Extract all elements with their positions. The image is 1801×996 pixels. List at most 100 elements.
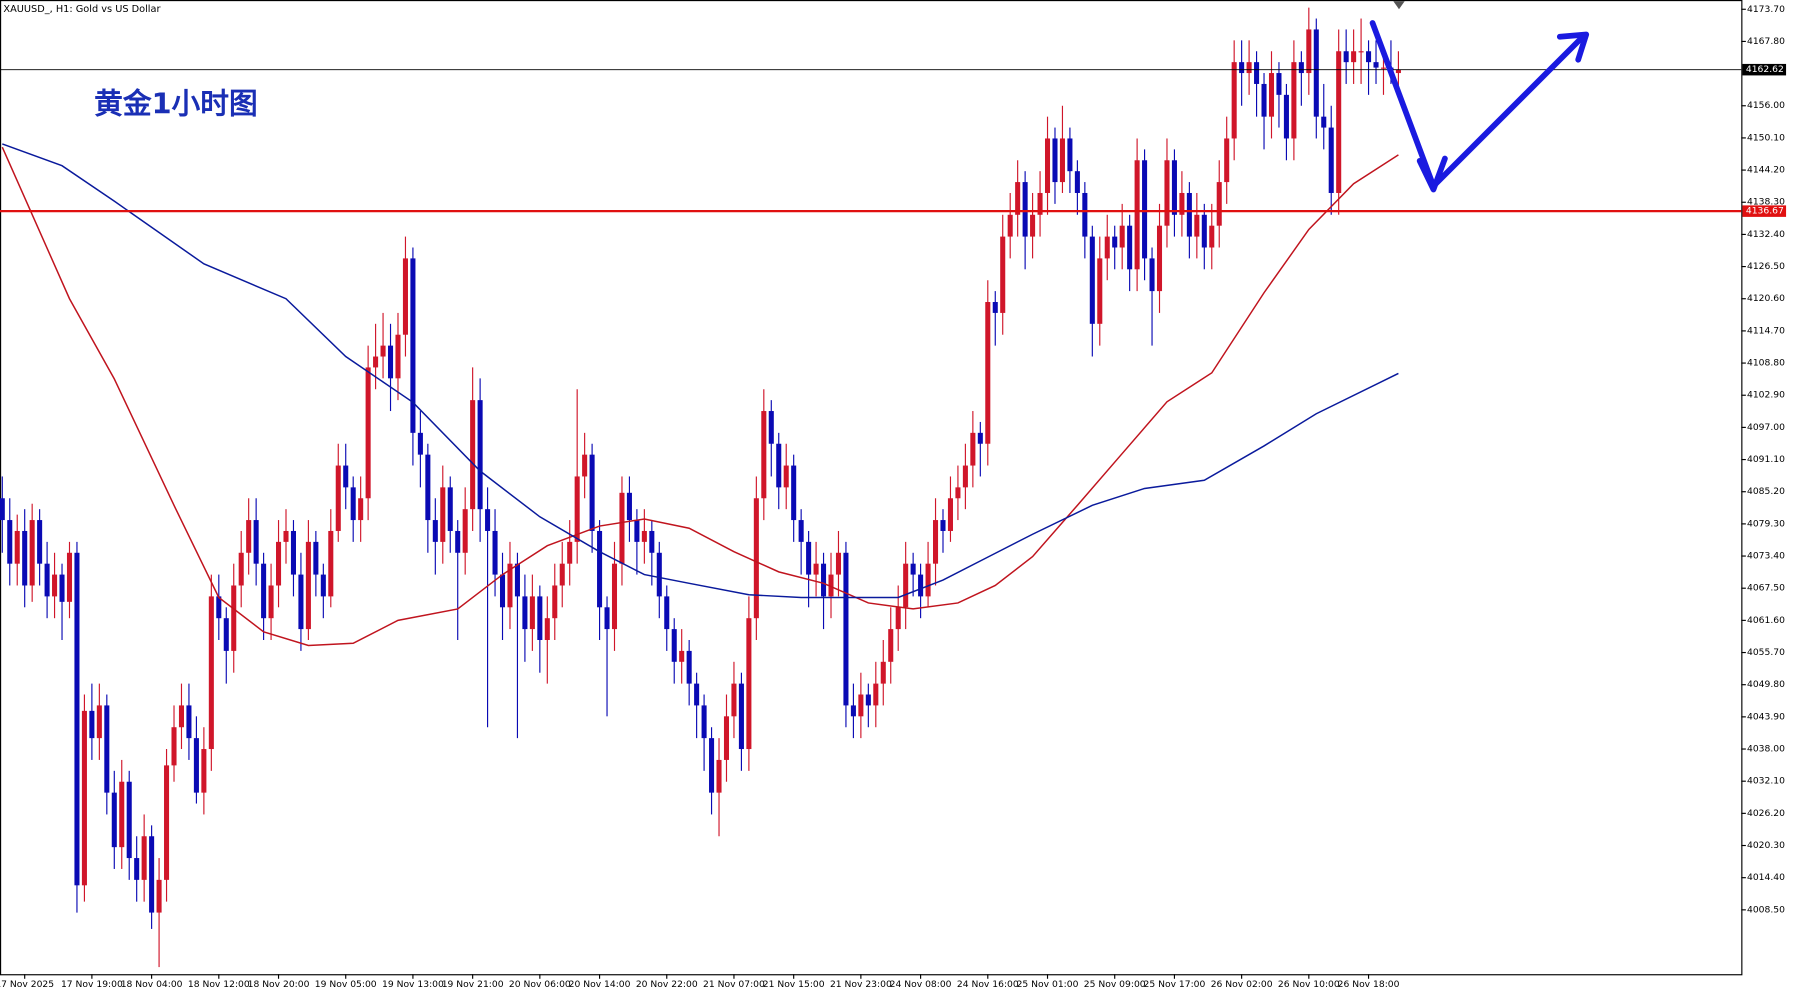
candle-body [440, 487, 446, 542]
candle-body [1276, 73, 1282, 95]
candle-body [14, 530, 20, 564]
candle-body [634, 520, 640, 542]
candle-body [783, 465, 789, 488]
plot-frame [0, 0, 1743, 976]
candle-body [835, 552, 842, 575]
candle-body [716, 759, 722, 793]
y-tick-label: 4108.80 [1747, 358, 1785, 369]
candle-body [962, 465, 968, 488]
candle-body [626, 492, 632, 521]
candle-body [96, 705, 102, 739]
candle-body [253, 520, 259, 564]
candle-body [365, 367, 371, 499]
candle-body [499, 574, 506, 608]
candle-body [604, 607, 610, 630]
candle-body [537, 596, 543, 640]
candle-body [261, 563, 267, 619]
candle-body [619, 492, 625, 564]
candle-body [1052, 138, 1058, 183]
candle-body [903, 563, 909, 608]
candle-body [1156, 225, 1163, 292]
candle-body [186, 705, 192, 739]
candle-body [1149, 258, 1155, 292]
x-tick-label: 17 Nov 2025 [0, 979, 54, 990]
candle-body [1321, 116, 1327, 128]
x-tick-label: 25 Nov 17:00 [1144, 979, 1206, 990]
x-tick-label: 18 Nov 04:00 [121, 979, 183, 990]
y-tick-label: 4156.00 [1747, 100, 1785, 111]
candle-body [880, 661, 886, 684]
candle-body [298, 574, 304, 630]
y-tick-label: 4126.50 [1747, 261, 1785, 272]
candle-body [1306, 29, 1312, 74]
candle-body [723, 716, 730, 760]
candle-body [1127, 225, 1133, 270]
candle-body [1134, 160, 1140, 270]
y-tick-label: 4032.10 [1747, 776, 1785, 787]
candle-body [582, 454, 588, 477]
x-tick-label: 17 Nov 19:00 [61, 979, 123, 990]
x-tick-label: 20 Nov 06:00 [509, 979, 571, 990]
candle-body [1291, 62, 1297, 139]
price-level-label: 4136.67 [1746, 206, 1784, 217]
candle-body [470, 400, 476, 510]
candle-body [1351, 51, 1357, 63]
y-tick-label: 4132.40 [1747, 229, 1785, 240]
candle-body [1194, 214, 1200, 237]
y-tick-label: 4073.40 [1747, 551, 1785, 562]
candle-body [320, 574, 326, 597]
candle-body [858, 694, 864, 717]
candle-body [955, 487, 961, 499]
candle-body [156, 879, 162, 913]
candle-body [44, 563, 50, 597]
candle-body [29, 520, 35, 586]
y-tick-label: 4061.60 [1747, 615, 1785, 626]
candle-body [74, 552, 80, 886]
candle-body [985, 302, 991, 444]
candle-body [746, 618, 752, 750]
candle-body [1104, 236, 1110, 259]
candle-body [193, 738, 199, 793]
candle-body [238, 552, 244, 586]
candle-body [1239, 62, 1245, 74]
y-tick-label: 4091.10 [1747, 454, 1785, 465]
candle-body [1044, 138, 1051, 193]
candle-body [164, 765, 170, 880]
x-tick-label: 19 Nov 05:00 [315, 979, 377, 990]
candle-body [1358, 51, 1364, 53]
candle-body [970, 432, 976, 466]
x-tick-label: 26 Nov 10:00 [1278, 979, 1340, 990]
candle-body [1142, 160, 1148, 259]
candle-body [1030, 214, 1036, 237]
moving-average [2, 143, 1399, 599]
candle-body [910, 563, 916, 575]
candle-body [709, 738, 715, 793]
price-level-label: 4162.62 [1746, 64, 1784, 75]
candle-body [1328, 127, 1334, 193]
y-tick-label: 4097.00 [1747, 422, 1785, 433]
x-tick-label: 18 Nov 20:00 [248, 979, 310, 990]
candle-body [0, 498, 5, 521]
candle-body [52, 574, 58, 597]
candle-body [529, 596, 535, 630]
candle-body [731, 683, 737, 717]
candle-body [522, 596, 528, 630]
y-tick-label: 4020.30 [1747, 840, 1785, 851]
candle-body [1209, 225, 1215, 248]
candle-body [22, 530, 28, 586]
candle-body [507, 563, 513, 608]
plot-layer: 4173.70 4167.80 4156.00 4150.10 4144.20 4138.… [0, 4, 1787, 990]
candle-body [656, 552, 662, 597]
candle-body [149, 836, 155, 913]
candle-body [81, 710, 87, 886]
candle-body [178, 705, 185, 728]
candle-body [992, 302, 998, 313]
candle-body [679, 650, 685, 662]
candle-body [873, 683, 879, 706]
candle-body [641, 530, 647, 542]
x-tick-label: 19 Nov 21:00 [442, 979, 504, 990]
candle-body [313, 541, 319, 575]
candle-body [1112, 236, 1118, 248]
candle-body [1022, 182, 1028, 237]
